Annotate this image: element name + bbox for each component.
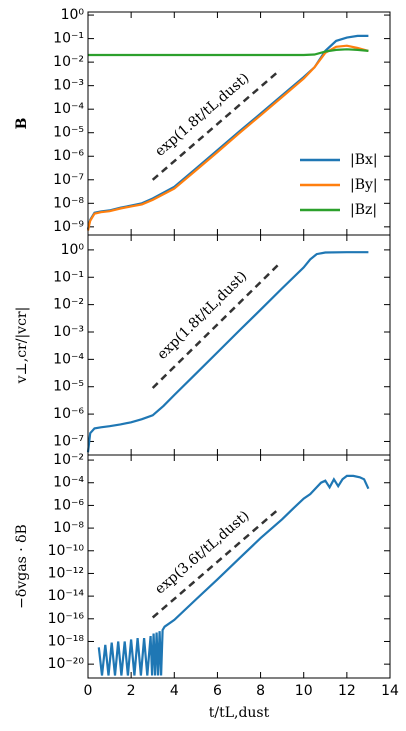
- data-line: [97, 474, 370, 676]
- fit-line: [151, 69, 281, 181]
- fit-line: [151, 262, 281, 389]
- y-axis-label: v⊥,cr/|vcr|: [14, 307, 30, 385]
- x-axis-label: t/tL,dust: [209, 705, 270, 721]
- data-line: [86, 251, 369, 453]
- x-tick-label: 8: [256, 683, 265, 699]
- y-tick-label: 10⁻¹⁴: [48, 588, 85, 604]
- y-tick-label: 10⁻⁴: [53, 351, 84, 367]
- legend-label: |Bz|: [350, 202, 377, 218]
- y-tick-label: 10⁰: [61, 7, 85, 23]
- y-axis-label: −δvgas · δB: [14, 524, 30, 609]
- y-tick-label: 10⁻¹: [53, 269, 84, 285]
- y-tick-label: 10⁻¹⁰: [48, 543, 85, 559]
- x-tick-label: 10: [295, 683, 313, 699]
- y-axis-label: B: [14, 117, 30, 129]
- x-tick-label: 6: [213, 683, 222, 699]
- y-tick-label: 10⁻⁴: [53, 475, 84, 491]
- y-tick-label: 10⁻⁷: [53, 172, 84, 188]
- y-tick-label: 10⁻⁸: [53, 195, 84, 211]
- y-tick-label: 10⁻⁶: [53, 148, 84, 164]
- y-tick-label: 10⁻⁹: [53, 219, 84, 235]
- y-tick-label: 10⁰: [61, 242, 85, 258]
- y-tick-label: 10⁻⁵: [53, 125, 84, 141]
- y-tick-label: 10⁻⁷: [53, 433, 84, 449]
- y-tick-label: 10⁻²: [53, 54, 84, 70]
- data-line: [86, 44, 369, 231]
- x-tick-label: 2: [127, 683, 136, 699]
- data-line: [88, 48, 369, 57]
- legend-label: |By|: [350, 177, 378, 193]
- y-tick-label: 10⁻⁶: [53, 497, 84, 513]
- y-tick-label: 10⁻²⁰: [48, 656, 85, 672]
- x-tick-label: 0: [84, 683, 93, 699]
- y-tick-label: 10⁻²: [53, 297, 84, 313]
- y-tick-label: 10⁻⁸: [53, 520, 84, 536]
- y-tick-label: 10⁻⁶: [53, 406, 84, 422]
- data-line: [86, 34, 369, 230]
- y-tick-label: 10⁻⁵: [53, 379, 84, 395]
- y-tick-label: 10⁻²: [53, 452, 84, 468]
- y-tick-label: 10⁻⁴: [53, 101, 84, 117]
- x-tick-label: 14: [381, 683, 399, 699]
- annotation: exp(1.8t/tL,dust): [154, 268, 250, 363]
- annotation: exp(1.8t/tL,dust): [152, 70, 252, 160]
- x-tick-label: 4: [170, 683, 179, 699]
- plot-frame: [87, 454, 391, 679]
- fit-line: [151, 506, 281, 619]
- y-tick-label: 10⁻¹⁸: [48, 633, 85, 649]
- y-tick-label: 10⁻³: [53, 324, 84, 340]
- x-tick-label: 12: [338, 683, 356, 699]
- y-tick-label: 10⁻¹⁶: [48, 611, 85, 627]
- y-tick-label: 10⁻³: [53, 78, 84, 94]
- annotation: exp(3.6t/tL,dust): [152, 508, 253, 598]
- y-tick-label: 10⁻¹²: [48, 565, 84, 581]
- legend-label: |Bx|: [350, 152, 378, 168]
- y-tick-label: 10⁻¹: [53, 31, 84, 47]
